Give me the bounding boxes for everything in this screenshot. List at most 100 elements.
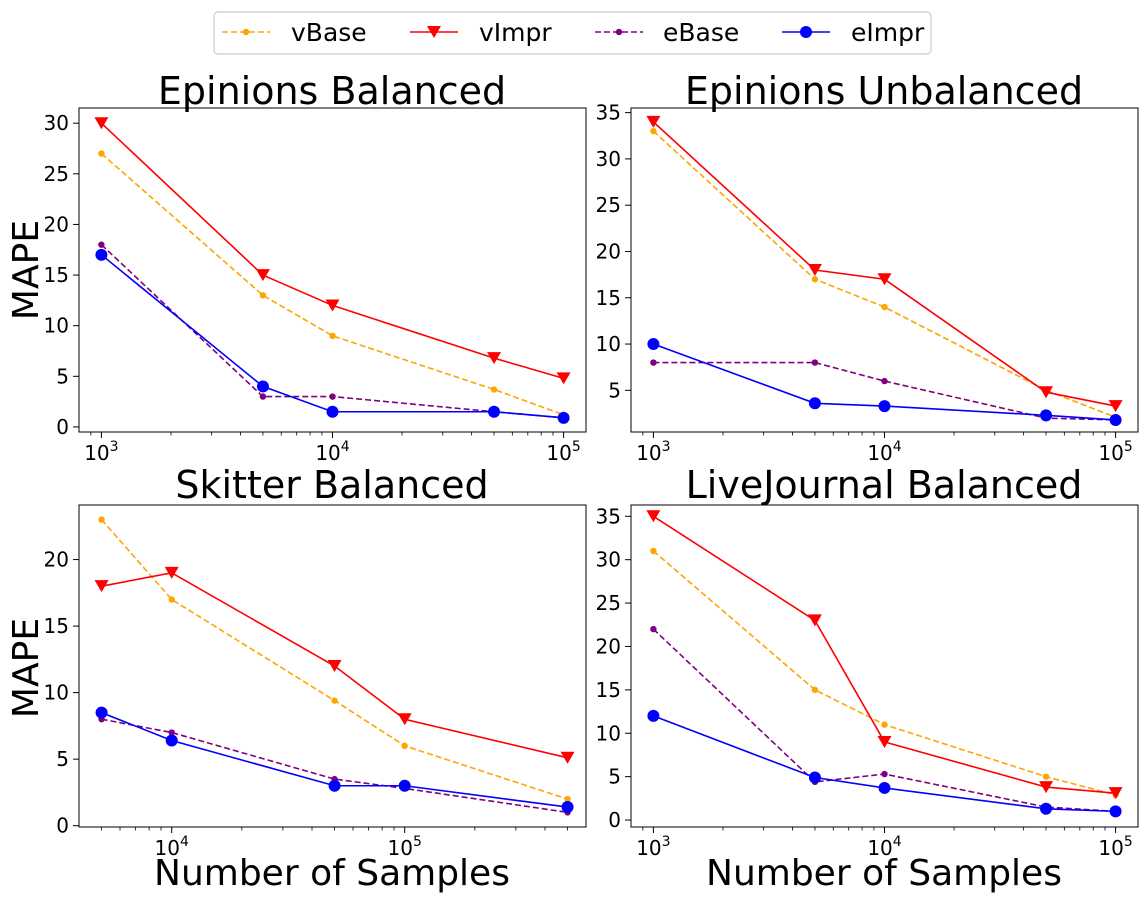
y-tick-label: 10: [596, 721, 621, 745]
y-tick-label: 30: [596, 548, 621, 572]
legend-entry-eimpr: eImpr: [782, 18, 925, 47]
data-point-vbase: [650, 127, 657, 135]
data-point-eimpr: [488, 405, 501, 418]
y-tick-label: 30: [596, 147, 621, 171]
data-point-vimpr: [487, 352, 502, 365]
plot-frame: [78, 107, 587, 433]
data-point-eimpr: [561, 801, 574, 814]
data-point-vbase: [811, 276, 819, 283]
legend-label-ebase: eBase: [663, 18, 739, 47]
x-minor-ticks: [90, 432, 554, 436]
data-point-ebase: [881, 377, 888, 385]
plot-frame: [78, 504, 587, 828]
y-tick-label: 15: [44, 614, 69, 638]
x-minor-ticks: [642, 432, 1106, 436]
data-point-eimpr: [256, 380, 269, 393]
plot-frame: [630, 107, 1139, 433]
legend: vBase vImpr eBase eImpr: [213, 11, 932, 55]
y-tick-label: 25: [596, 193, 621, 217]
series-eimpr: [647, 338, 1122, 426]
data-point-ebase: [98, 241, 105, 248]
data-point-vimpr: [877, 735, 892, 748]
y-axis-label: MAPE: [6, 220, 47, 320]
data-point-vimpr: [1108, 400, 1123, 413]
legend-label-eimpr: eImpr: [851, 18, 925, 47]
data-point-vimpr: [807, 264, 822, 276]
data-point-vimpr: [94, 117, 109, 130]
legend-marker-ebase: [615, 28, 623, 36]
series-eimpr: [95, 248, 570, 424]
y-tick-label: 5: [608, 378, 621, 402]
data-point-eimpr: [1109, 805, 1122, 818]
y-tick-label: 25: [596, 591, 621, 615]
data-point-eimpr: [328, 779, 341, 792]
plot-frame: [630, 504, 1139, 828]
data-point-eimpr: [808, 397, 821, 410]
data-point-vbase: [98, 150, 105, 157]
series-line-vbase: [652, 550, 1116, 796]
x-tick-label: 103: [636, 834, 670, 860]
x-tick-label: 105: [546, 439, 580, 465]
series-line-vimpr: [652, 515, 1116, 794]
data-point-vimpr: [327, 660, 342, 672]
data-point-eimpr: [95, 706, 108, 719]
series-line-vbase: [100, 519, 568, 800]
series-line-ebase: [101, 718, 568, 814]
data-point-eimpr: [647, 338, 660, 351]
y-tick-label: 20: [596, 239, 621, 263]
series-vimpr: [94, 566, 575, 764]
series-vimpr: [94, 117, 571, 385]
y-tick-label: 10: [596, 332, 621, 356]
data-point-vimpr: [646, 115, 661, 128]
data-point-vbase: [168, 596, 175, 603]
data-point-vbase: [881, 303, 888, 311]
legend-entry-ebase: eBase: [595, 18, 739, 47]
y-tick-label: 30: [44, 111, 69, 135]
subplot-epinions-unbalanced: Epinions Unbalanced 103 104 105 5 10 15 20 25 30…: [596, 69, 1139, 465]
series-vbase: [98, 150, 567, 418]
legend-marker-vimpr: [427, 26, 441, 38]
legend-label-vimpr: vImpr: [479, 18, 552, 47]
data-point-vimpr: [164, 566, 179, 579]
x-tick-label: 103: [84, 439, 118, 465]
data-point-vbase: [811, 686, 819, 694]
subplot-skitter-balanced: Skitter Balanced MAPE Number of Samples …: [6, 463, 587, 894]
series-vimpr: [646, 510, 1123, 800]
data-point-eimpr: [647, 709, 660, 722]
series-line-vimpr: [100, 122, 564, 380]
y-tick-label: 35: [596, 504, 621, 528]
x-tick-label: 104: [867, 834, 901, 860]
y-tick-label: 25: [44, 162, 69, 186]
data-point-eimpr: [165, 734, 178, 747]
y-tick-label: 0: [608, 808, 621, 832]
subplot-title: Skitter Balanced: [175, 463, 488, 507]
data-point-vimpr: [877, 273, 892, 286]
data-point-vimpr: [94, 580, 109, 593]
data-point-ebase: [329, 393, 336, 400]
x-axis-label: Number of Samples: [154, 853, 510, 894]
data-point-vimpr: [397, 713, 412, 726]
x-tick-label: 104: [155, 834, 189, 860]
y-tick-label: 0: [56, 415, 69, 439]
series-ebase: [98, 241, 567, 422]
data-point-vbase: [1042, 773, 1050, 780]
data-point-vbase: [401, 742, 408, 750]
data-point-vbase: [650, 547, 657, 555]
y-tick-label: 20: [44, 548, 69, 572]
series-line-vbase: [652, 130, 1116, 418]
y-tick-label: 15: [596, 286, 621, 310]
legend-frame: [213, 11, 932, 55]
subplot-title: Epinions Balanced: [158, 69, 506, 113]
data-point-vbase: [329, 332, 336, 340]
data-point-vimpr: [1039, 781, 1054, 794]
x-tick-label: 104: [867, 439, 901, 465]
series-line-eimpr: [653, 715, 1116, 813]
series-line-eimpr: [101, 711, 568, 808]
legend-label-vbase: vBase: [291, 18, 367, 47]
x-tick-label: 103: [636, 439, 670, 465]
data-point-vbase: [881, 721, 888, 728]
data-point-ebase: [650, 359, 657, 366]
data-point-ebase: [650, 625, 657, 633]
x-tick-label: 105: [1098, 439, 1132, 465]
